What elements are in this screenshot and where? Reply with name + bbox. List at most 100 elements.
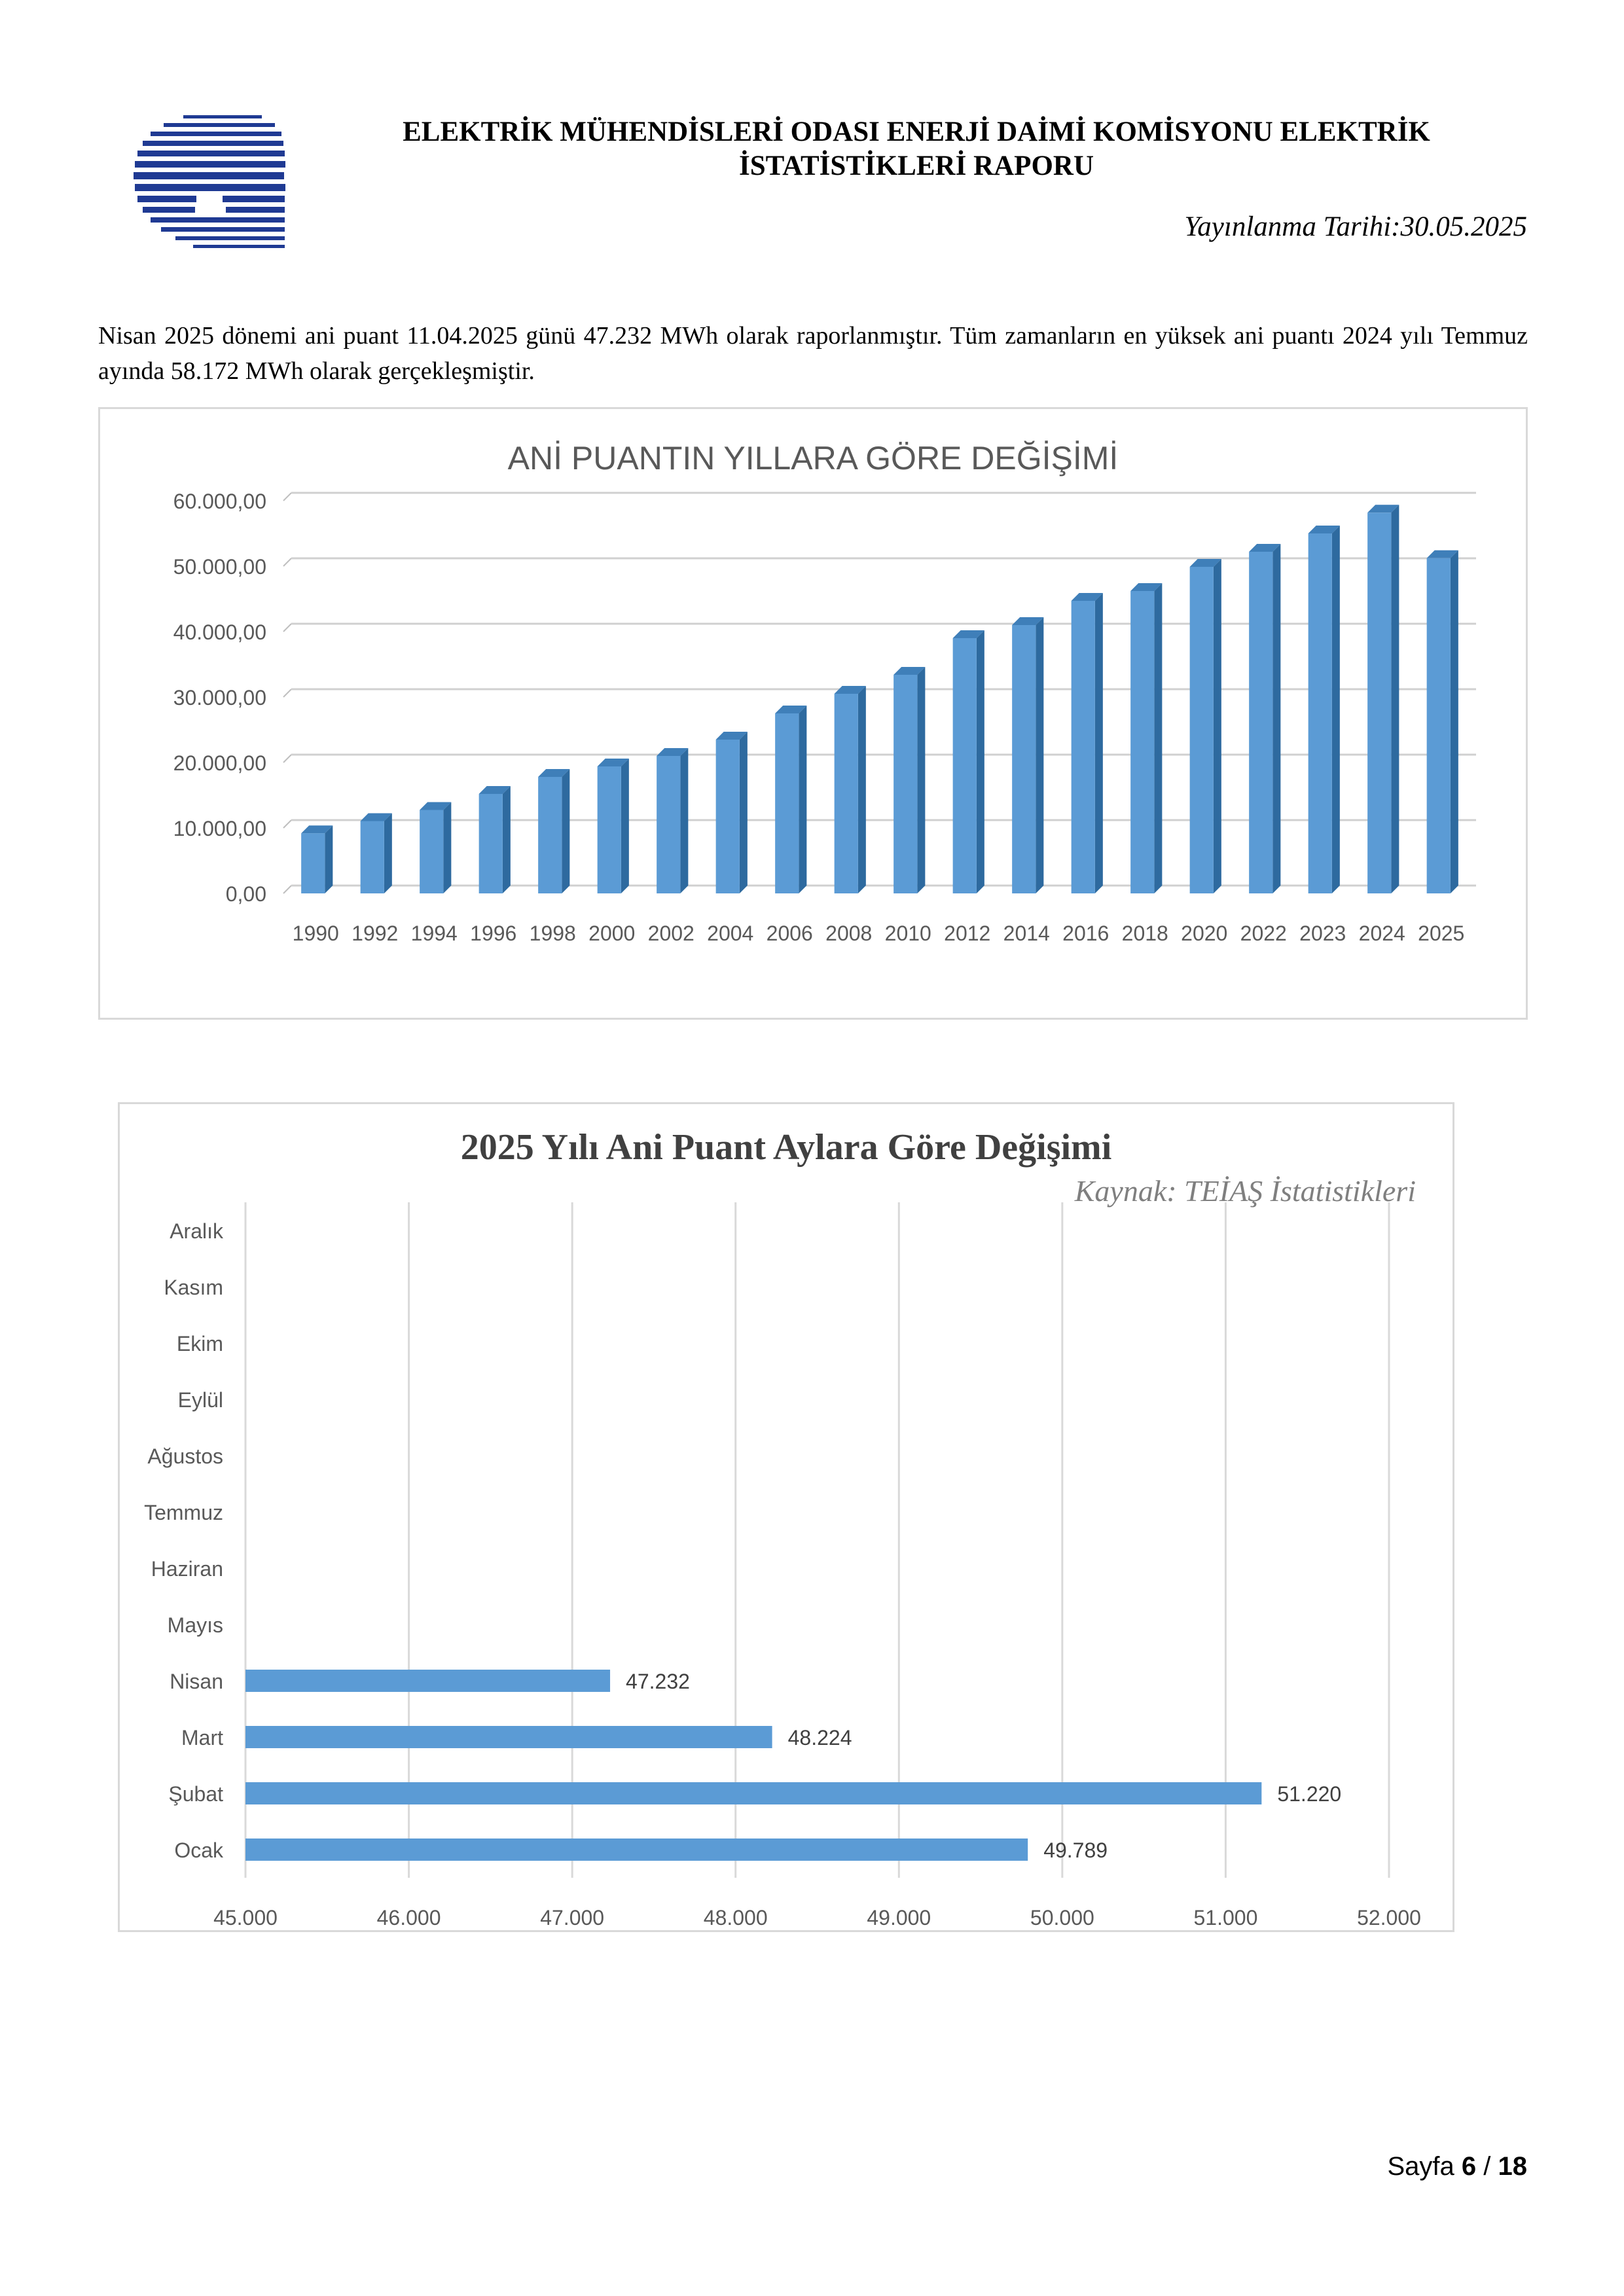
emo-logo	[134, 115, 285, 248]
chart1-bar	[538, 777, 562, 893]
chart1-title: ANİ PUANTIN YILLARA GÖRE DEĞİŞİMİ	[508, 440, 1119, 476]
page-current: 6	[1461, 2152, 1477, 2181]
chart2-xtick-label: 48.000	[704, 1906, 768, 1929]
chart2-category-label: Haziran	[151, 1557, 223, 1581]
chart1-bar	[952, 638, 977, 893]
chart1-bar-side	[1094, 593, 1103, 893]
chart1-bar-side	[1272, 544, 1281, 893]
chart1-xtick-label: 2016	[1062, 922, 1109, 945]
annual-peak-chart: ANİ PUANTIN YILLARA GÖRE DEĞİŞİMİ 0,00 10.…	[98, 407, 1528, 1020]
chart1-bar	[1130, 591, 1155, 893]
chart1-bar-top	[1426, 550, 1458, 558]
chart1-bar-top	[715, 732, 748, 740]
chart1-bar	[1012, 625, 1036, 893]
chart1-bar-side	[325, 825, 333, 893]
chart2-category-label: Ekim	[177, 1332, 223, 1355]
chart1-bar-top	[1071, 593, 1103, 601]
publication-date: Yayınlanma Tarihi:30.05.2025	[1184, 211, 1527, 242]
chart1-bar-top	[952, 630, 984, 638]
chart1-ytick-label: 30.000,00	[173, 686, 266, 709]
chart1-bar	[657, 756, 681, 893]
chart1-xtick-label: 2018	[1122, 922, 1168, 945]
chart1-xtick-label: 2020	[1181, 922, 1227, 945]
chart1-ytick-label: 20.000,00	[173, 751, 266, 775]
chart1-bar-side	[443, 802, 452, 893]
chart1-bar-top	[301, 825, 333, 834]
chart2-data-label: 47.232	[626, 1670, 690, 1693]
chart1-xtick-label: 2006	[767, 922, 813, 945]
chart2-category-label: Nisan	[170, 1670, 223, 1693]
chart2-data-label: 48.224	[788, 1726, 852, 1749]
chart1-bar	[1071, 601, 1095, 893]
chart1-bar	[1249, 552, 1273, 893]
chart1-bar	[834, 694, 858, 893]
chart1-bar-top	[538, 769, 570, 777]
chart1-bar-side	[621, 759, 629, 893]
chart1-bar	[360, 821, 384, 893]
chart1-bar	[715, 740, 740, 893]
chart2-xtick-label: 47.000	[540, 1906, 604, 1929]
chart1-xtick-label: 1994	[411, 922, 458, 945]
chart1-bar-side	[857, 686, 866, 893]
chart2-bar	[245, 1670, 611, 1692]
chart1-bar-top	[1249, 544, 1281, 552]
chart1-xtick-label: 2023	[1299, 922, 1346, 945]
page-total: 18	[1498, 2152, 1528, 2181]
chart2-xtick-label: 50.000	[1030, 1906, 1094, 1929]
chart1-gridline-depth	[283, 885, 292, 894]
chart1-bar-top	[1367, 505, 1399, 513]
chart2-category-label: Şubat	[168, 1782, 223, 1806]
chart1-bar-side	[1036, 617, 1044, 893]
chart1-bar	[478, 794, 503, 893]
chart1-gridline-depth	[283, 492, 292, 501]
chart2-xtick-label: 49.000	[867, 1906, 931, 1929]
chart2-category-label: Mart	[181, 1726, 223, 1749]
chart1-bar	[1189, 567, 1214, 893]
chart1-gridline-depth	[283, 558, 292, 567]
chart1-bar	[893, 675, 918, 893]
monthly-peak-chart: 2025 Yılı Ani Puant Aylara Göre Değişimi…	[118, 1102, 1454, 1932]
chart2-xtick-label: 51.000	[1193, 1906, 1257, 1929]
chart2-category-label: Temmuz	[144, 1501, 223, 1524]
chart1-ytick-label: 10.000,00	[173, 817, 266, 840]
chart1-xtick-label: 2008	[825, 922, 872, 945]
chart1-xtick-label: 2024	[1359, 922, 1405, 945]
chart2-xtick-label: 46.000	[377, 1906, 441, 1929]
chart1-bar-side	[1154, 583, 1163, 893]
chart1-xtick-label: 1998	[530, 922, 576, 945]
chart1-bar	[1426, 558, 1451, 893]
chart1-bar-top	[1012, 617, 1044, 625]
chart1-xtick-label: 2014	[1003, 922, 1050, 945]
chart2-title: 2025 Yılı Ani Puant Aylara Göre Değişimi	[461, 1127, 1112, 1168]
chart2-data-label: 49.789	[1043, 1839, 1108, 1862]
chart1-gridline-depth	[283, 754, 292, 763]
chart1-xtick-label: 2025	[1418, 922, 1464, 945]
chart1-gridline-depth	[283, 689, 292, 698]
chart1-bar-side	[917, 667, 926, 893]
chart1-xtick-label: 2002	[648, 922, 695, 945]
chart2-category-label: Eylül	[178, 1388, 223, 1412]
chart1-bar	[1308, 533, 1332, 893]
chart1-bar-top	[834, 686, 866, 694]
chart2-bar	[245, 1839, 1028, 1861]
chart1-bar	[301, 833, 325, 893]
chart1-bar-top	[360, 813, 392, 821]
chart1-bar-side	[680, 748, 689, 893]
chart1-bar-side	[976, 630, 984, 893]
monthly-peak-chart-svg: 2025 Yılı Ani Puant Aylara Göre Değişimi…	[144, 1127, 1421, 1929]
intro-paragraph: Nisan 2025 dönemi ani puant 11.04.2025 g…	[98, 322, 1528, 385]
chart1-bar-side	[562, 769, 570, 893]
chart1-xtick-label: 2012	[944, 922, 990, 945]
chart2-bar	[245, 1726, 772, 1748]
page-number: Sayfa 6 / 18	[1387, 2152, 1527, 2181]
chart1-bar-top	[775, 706, 807, 713]
chart2-category-label: Ağustos	[147, 1444, 223, 1468]
chart1-ytick-label: 0,00	[226, 882, 266, 906]
chart1-bar-side	[1450, 550, 1458, 893]
chart1-bar-side	[739, 732, 748, 893]
chart1-ytick-label: 60.000,00	[173, 490, 266, 513]
chart1-bar-side	[384, 813, 392, 893]
chart2-bar	[245, 1782, 1262, 1804]
chart2-source: Kaynak: TEİAŞ İstatistikleri	[1074, 1174, 1416, 1208]
chart2-data-label: 51.220	[1277, 1782, 1341, 1806]
